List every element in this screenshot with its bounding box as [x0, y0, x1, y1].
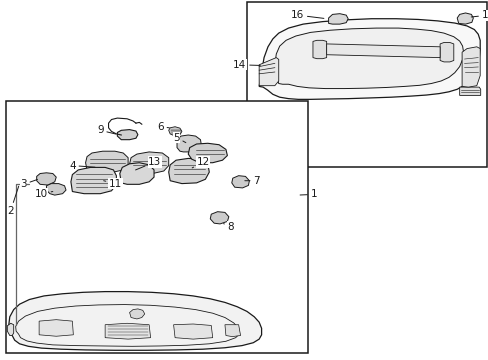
Text: 12: 12 [192, 157, 209, 168]
Polygon shape [105, 323, 150, 339]
Polygon shape [224, 325, 240, 337]
Bar [246, 2, 486, 167]
Polygon shape [71, 167, 116, 194]
Text: 13: 13 [135, 157, 161, 170]
Polygon shape [129, 309, 144, 319]
Polygon shape [129, 152, 168, 174]
Polygon shape [39, 320, 73, 336]
Polygon shape [459, 87, 480, 95]
Polygon shape [7, 323, 14, 336]
Text: 11: 11 [103, 179, 122, 189]
Text: 16: 16 [290, 10, 323, 20]
Text: 14: 14 [233, 60, 260, 70]
Polygon shape [168, 158, 209, 184]
Polygon shape [231, 176, 249, 188]
Text: 9: 9 [97, 125, 115, 135]
Polygon shape [259, 19, 479, 99]
Text: 15: 15 [470, 10, 488, 20]
Text: 10: 10 [35, 189, 53, 199]
Polygon shape [456, 13, 472, 24]
Text: 2: 2 [7, 186, 19, 216]
Polygon shape [439, 42, 453, 62]
Text: 4: 4 [69, 161, 95, 171]
Polygon shape [37, 173, 56, 185]
Text: 5: 5 [173, 132, 185, 143]
Polygon shape [120, 163, 154, 184]
Polygon shape [117, 130, 138, 140]
Polygon shape [210, 212, 228, 224]
Text: 8: 8 [223, 222, 234, 232]
Polygon shape [173, 324, 212, 339]
Bar [6, 101, 307, 353]
Polygon shape [9, 292, 261, 350]
Polygon shape [328, 14, 347, 24]
Text: 6: 6 [157, 122, 169, 132]
Text: 3: 3 [20, 179, 38, 189]
Polygon shape [188, 143, 227, 163]
Polygon shape [177, 135, 201, 152]
Polygon shape [168, 127, 182, 136]
Polygon shape [274, 28, 463, 89]
Polygon shape [46, 184, 66, 195]
Polygon shape [312, 40, 326, 59]
Polygon shape [326, 44, 439, 58]
Text: 7: 7 [244, 176, 260, 186]
Polygon shape [461, 47, 479, 87]
Polygon shape [85, 151, 128, 172]
Text: 1: 1 [300, 189, 317, 199]
Polygon shape [259, 58, 278, 86]
